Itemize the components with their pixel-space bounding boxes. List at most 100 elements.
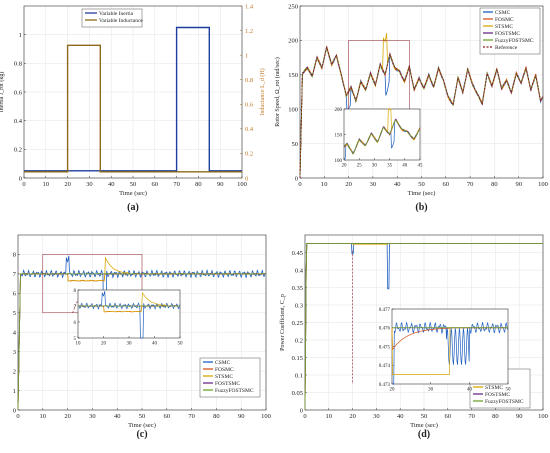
x-tick-label: 45 — [418, 164, 424, 169]
x-tick-label: 20 — [342, 164, 348, 169]
y2-tick-label: 0.6 — [245, 102, 254, 109]
x-tick-label: 30 — [373, 413, 380, 420]
legend-entry: FOSTSMC — [485, 392, 510, 398]
x-tick-label: 20 — [349, 413, 356, 420]
x-tick-label: 20 — [64, 181, 71, 188]
y-tick-label: 1 — [13, 388, 16, 395]
x-tick-label: 50 — [418, 181, 425, 188]
plot-area — [344, 109, 420, 160]
x-tick-label: 40 — [114, 413, 121, 420]
y-tick-label: 0.475 — [379, 345, 391, 350]
y2-tick-label: 0 — [245, 175, 248, 182]
legend-entry: STSMC — [495, 24, 513, 30]
x-tick-label: 100 — [237, 181, 247, 188]
x-tick-label: 40 — [402, 164, 408, 169]
x-tick-label: 10 — [326, 413, 333, 420]
x-tick-label: 80 — [213, 413, 220, 420]
x-tick-label: 60 — [445, 413, 452, 420]
y-tick-label: 100 — [288, 106, 298, 113]
x-tick-label: 40 — [152, 342, 158, 347]
x-tick-label: 100 — [261, 413, 271, 420]
legend-entry: CSMC — [495, 10, 511, 16]
legend-entry: STSMC — [485, 385, 503, 391]
y-axis-label: Inertia J_rot (kg) — [0, 72, 5, 113]
panel-d-inset: 20 30 40 50 0.473 0.474 0.475 0.476 0.477 — [379, 308, 511, 393]
y-tick-label: 0.2 — [14, 147, 22, 154]
plot-area — [78, 290, 180, 338]
x-tick-label: 40 — [467, 388, 473, 393]
x-tick-label: 10 — [321, 181, 328, 188]
x-axis-label: Time (sec) — [119, 190, 147, 197]
legend-entry: FOSMC — [495, 17, 514, 23]
y-tick-label: 0.473 — [379, 383, 391, 388]
y-tick-label: 0.2 — [295, 337, 303, 344]
plot-frame — [299, 5, 544, 179]
panel-a: 0 10 20 30 40 50 60 70 80 90 10000.20.40.60.81Time… — [0, 3, 266, 213]
x-tick-label: 20 — [345, 181, 352, 188]
x-tick-label: 50 — [130, 181, 137, 188]
x-tick-label: 30 — [372, 164, 378, 169]
x-tick-label: 0 — [298, 181, 301, 188]
y-tick-label: 3 — [13, 349, 16, 356]
y-tick-label: 7 — [74, 305, 77, 310]
y-tick-label: 250 — [288, 3, 298, 10]
legend-entry: Variable Inertia — [99, 11, 134, 17]
y-tick-label: 0.4 — [295, 267, 304, 274]
x-tick-label: 40 — [394, 181, 401, 188]
x-tick-label: 30 — [89, 413, 96, 420]
inset-line-fuzzyfostsmc — [77, 305, 181, 307]
y-tick-label: 0.25 — [292, 320, 303, 327]
y-axis-label: Power Coefficient, C_p — [279, 294, 286, 351]
series-line-variable-inertia — [24, 26, 242, 172]
x-tick-label: 30 — [86, 181, 93, 188]
y-tick-label: 0.474 — [379, 364, 391, 369]
y-tick-label: 150 — [335, 133, 343, 138]
panel-label: (c) — [136, 429, 147, 440]
plot-frame — [17, 234, 267, 411]
x-tick-label: 30 — [428, 388, 434, 393]
x-tick-label: 80 — [491, 181, 498, 188]
y-tick-label: 0 — [295, 175, 298, 182]
plot-frame — [23, 5, 243, 179]
y-tick-label: 0.8 — [14, 61, 22, 68]
y-tick-label: 200 — [335, 108, 343, 113]
x-tick-label: 80 — [492, 413, 499, 420]
y-tick-label: 0 — [300, 407, 303, 414]
y-tick-label: 50 — [292, 141, 299, 148]
plot-frame — [77, 289, 181, 339]
x-tick-label: 80 — [195, 181, 202, 188]
legend-entry: Reference — [495, 44, 518, 51]
y2-tick-label: 0.4 — [245, 126, 254, 133]
y-tick-label: 6 — [74, 321, 77, 326]
y-tick-label: 4 — [13, 329, 17, 336]
y-tick-label: 0 — [13, 407, 16, 414]
legend-entry: FOSTSMC — [495, 31, 520, 37]
x-tick-label: 70 — [188, 413, 195, 420]
legend-entry: FuzzyFOSTSMC — [495, 38, 534, 44]
y-tick-label: 6 — [13, 291, 17, 298]
series-line-variable-inductance — [24, 44, 242, 173]
x-tick-label: 10 — [76, 342, 82, 347]
y-tick-label: 150 — [288, 72, 298, 79]
x-tick-label: 70 — [467, 181, 474, 188]
x-tick-label: 0 — [22, 181, 25, 188]
panel-label: (d) — [418, 429, 430, 440]
y-tick-label: 100 — [335, 159, 343, 164]
x-tick-label: 20 — [390, 388, 396, 393]
x-tick-label: 60 — [164, 413, 171, 420]
y-tick-label: 0.4 — [14, 118, 23, 125]
y-tick-label: 200 — [288, 38, 298, 45]
x-axis-label: Time (sec) — [410, 422, 438, 429]
y-tick-label: 0.1 — [295, 372, 303, 379]
y2-tick-label: 0.8 — [245, 77, 253, 84]
x-tick-label: 90 — [217, 181, 224, 188]
x-axis-label: Time (sec) — [128, 422, 156, 429]
legend-entry: FOSTSMC — [215, 381, 240, 387]
series-line-fuzzyfostsmc — [304, 243, 543, 411]
zoom-connector — [72, 289, 83, 313]
y-tick-label: 1 — [19, 32, 22, 39]
y2-tick-label: 1 — [245, 52, 248, 59]
legend-entry: CSMC — [215, 360, 231, 366]
x-tick-label: 0 — [16, 413, 19, 420]
